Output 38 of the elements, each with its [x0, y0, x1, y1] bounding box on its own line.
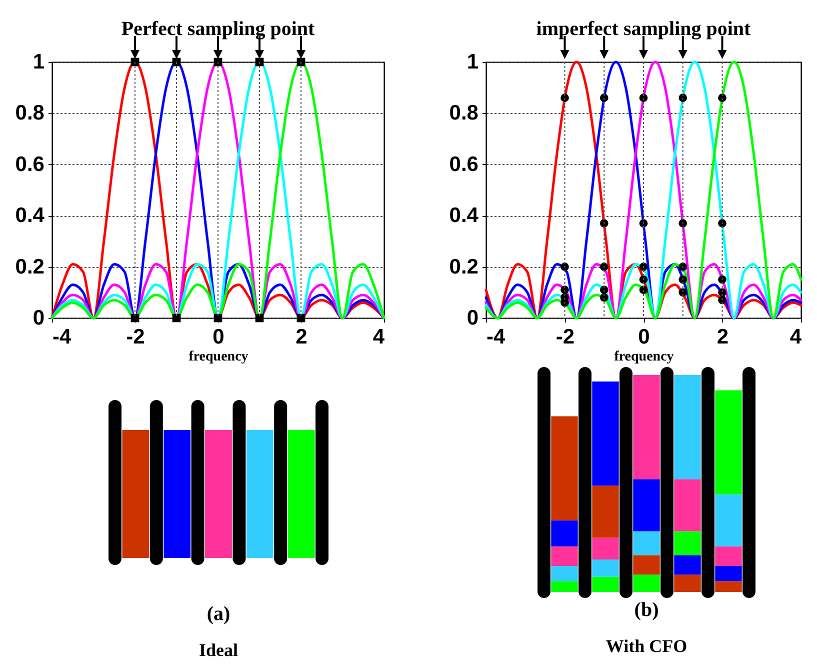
- chart-title: Perfect sampling point: [121, 18, 315, 40]
- y-tick-label: 0.6: [15, 152, 44, 176]
- x-tick-label: -2: [126, 326, 145, 348]
- x-tick-label: 2: [716, 326, 729, 348]
- bar: [551, 520, 578, 546]
- x-tick-label: -4: [52, 326, 72, 348]
- text: With CFO: [606, 636, 688, 656]
- y-tick-label: 0.8: [15, 102, 45, 125]
- bar: [633, 574, 660, 592]
- y-tick-label: 0.8: [449, 102, 479, 125]
- x-tick-label: -2: [556, 326, 575, 348]
- y-tick-label: 0.4: [15, 204, 45, 228]
- bar: [551, 581, 578, 592]
- y-tick-label: 0.2: [449, 255, 478, 278]
- x-tick-label: 0: [212, 326, 224, 348]
- bar: [592, 576, 619, 592]
- y-tick-label: 0: [466, 306, 478, 330]
- chart-title: imperfect sampling point: [536, 18, 752, 40]
- bar: [551, 546, 578, 566]
- y-tick-label: 0.6: [449, 152, 478, 176]
- bar: [592, 538, 619, 560]
- x-axis-title: frequency: [188, 350, 248, 364]
- x-tick-label: 4: [790, 326, 802, 348]
- y-tick-label: 0.2: [15, 255, 44, 278]
- text: (a): [206, 603, 230, 625]
- bar: [715, 546, 742, 566]
- x-tick-label: 0: [638, 326, 650, 348]
- text: Ideal: [198, 640, 238, 660]
- y-tick-label: 1: [466, 50, 479, 74]
- x-tick-label: 4: [372, 326, 385, 348]
- x-tick-label: -4: [486, 326, 506, 348]
- bar: [633, 479, 660, 532]
- y-tick-label: 0.4: [449, 204, 479, 228]
- x-tick-label: 2: [296, 326, 308, 348]
- text: (b): [634, 599, 659, 621]
- y-tick-label: 0: [32, 306, 44, 330]
- y-tick-label: 1: [32, 50, 45, 74]
- x-axis-title: frequency: [614, 350, 674, 364]
